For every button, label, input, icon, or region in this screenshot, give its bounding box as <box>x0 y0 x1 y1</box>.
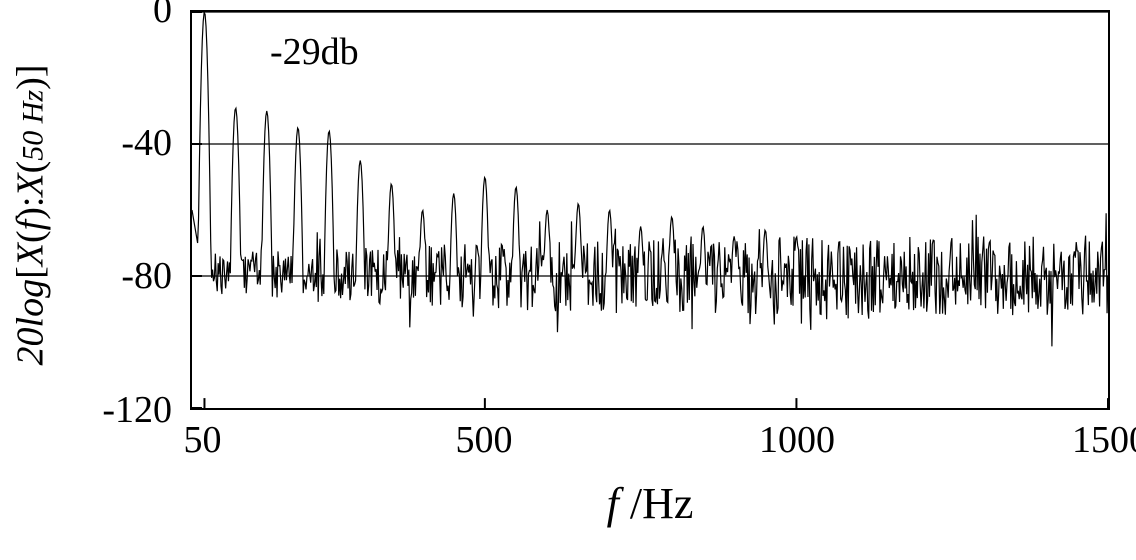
y-axis-label: 20log[X(f):X(50 Hz)] <box>0 0 60 430</box>
y-tick: -120 <box>62 388 172 432</box>
x-tick: 500 <box>456 418 513 462</box>
x-tick: 1500 <box>1072 418 1136 462</box>
peak-annotation: -29db <box>270 30 359 74</box>
y-tick: -80 <box>62 254 172 298</box>
x-axis-label: f /Hz <box>190 478 1110 529</box>
spectrum-chart: 20log[X(f):X(50 Hz)] 0 -40 -80 -120 -29d… <box>0 0 1136 560</box>
y-tick: 0 <box>62 0 172 32</box>
x-tick: 50 <box>184 418 222 462</box>
y-tick: -40 <box>62 121 172 165</box>
x-axis-ticks: 50 500 1000 1500 <box>190 418 1110 478</box>
x-tick: 1000 <box>759 418 835 462</box>
y-axis-ticks: 0 -40 -80 -120 <box>60 0 180 430</box>
plot-area: -29db <box>190 10 1110 410</box>
